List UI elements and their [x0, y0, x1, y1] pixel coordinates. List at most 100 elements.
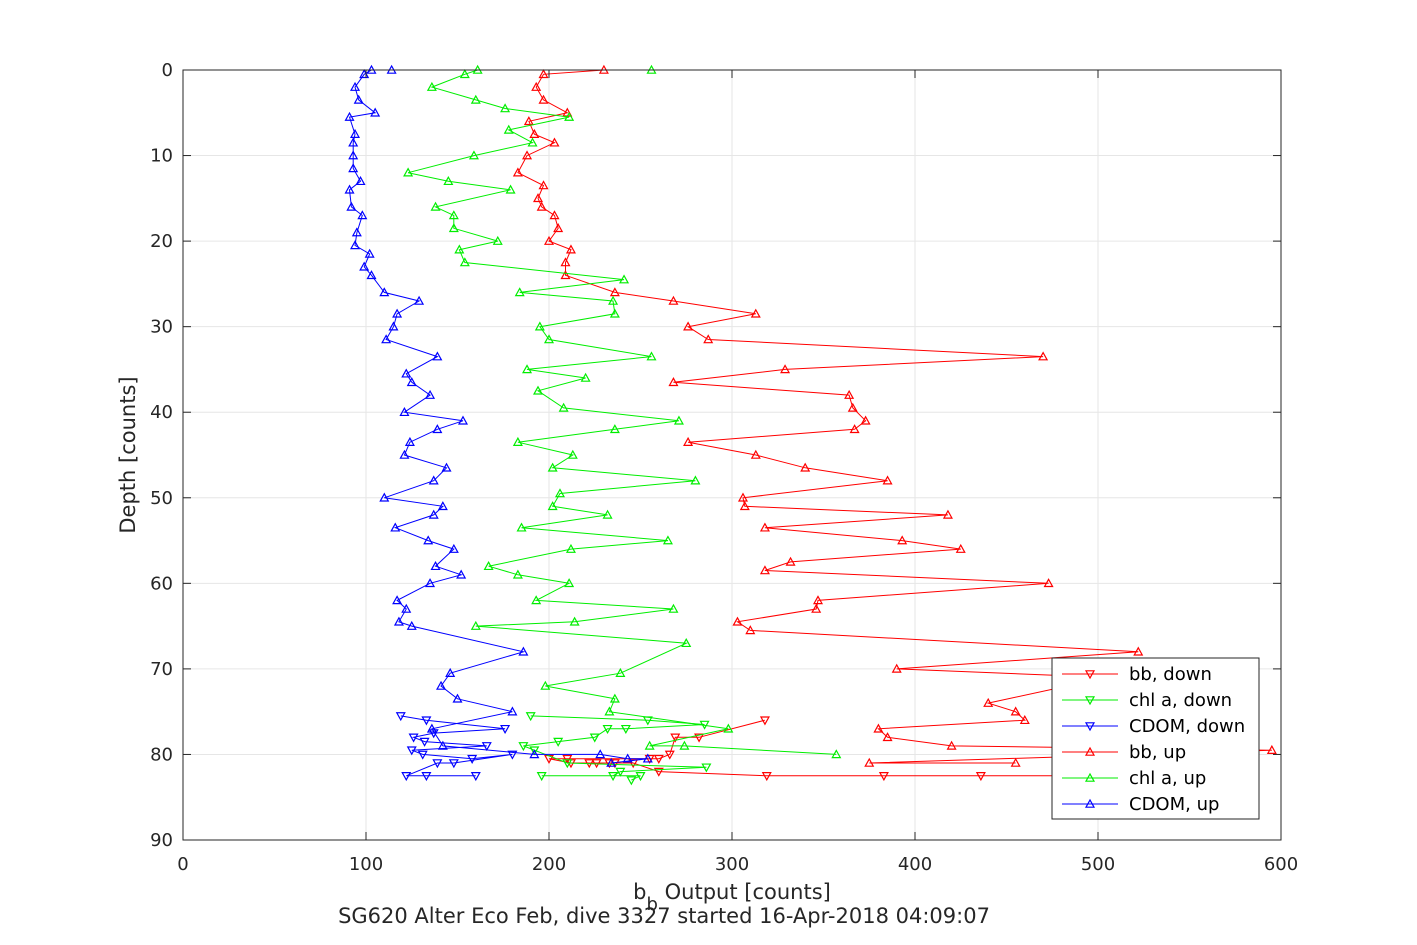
data-point-marker: [750, 308, 761, 318]
data-point-marker: [609, 424, 620, 434]
x-tick-label: 400: [898, 854, 932, 875]
data-point-marker: [549, 210, 560, 220]
series-1: [518, 712, 712, 786]
data-point-marker: [536, 201, 547, 211]
data-point-marker: [565, 244, 576, 254]
data-point-marker: [562, 754, 573, 764]
data-point-marker: [492, 235, 503, 245]
data-point-marker: [560, 257, 571, 267]
data-point-marker: [1010, 757, 1021, 767]
data-point-marker: [554, 488, 565, 498]
data-point-marker: [1019, 714, 1030, 725]
data-point-marker: [348, 163, 359, 173]
data-point-marker: [401, 368, 412, 378]
data-point-marker: [393, 616, 404, 626]
y-tick-label: 30: [150, 317, 173, 338]
data-point-marker: [604, 706, 615, 716]
x-tick-label: 500: [1081, 854, 1115, 875]
data-point-marker: [357, 210, 368, 220]
data-point-marker: [609, 693, 620, 703]
data-point-marker: [538, 180, 549, 190]
data-point-marker: [359, 261, 370, 271]
data-point-marker: [425, 389, 436, 399]
data-point-marker: [750, 449, 761, 459]
data-point-marker: [425, 578, 436, 588]
legend-label: CDOM, up: [1129, 794, 1219, 815]
data-point-marker: [525, 712, 536, 722]
data-point-marker: [529, 749, 540, 759]
data-point-marker: [467, 754, 478, 764]
data-point-marker: [430, 201, 441, 211]
data-point-marker: [646, 351, 657, 361]
y-axis-label: Depth [counts]: [116, 376, 140, 533]
data-point-marker: [626, 776, 637, 786]
data-point-marker: [417, 750, 428, 760]
data-point-marker: [635, 772, 646, 782]
data-point-marker: [512, 167, 523, 177]
data-point-marker: [353, 94, 364, 104]
x-axis-label-rest: Output [counts]: [658, 880, 831, 904]
data-point-marker: [419, 737, 430, 747]
data-point-marker: [602, 724, 613, 735]
data-point-marker: [527, 137, 538, 147]
data-point-marker: [448, 759, 459, 769]
data-point-marker: [609, 308, 620, 318]
data-point-marker: [406, 620, 417, 630]
data-point-marker: [955, 543, 966, 553]
data-point-marker: [549, 137, 560, 147]
legend-marker: [1084, 722, 1096, 732]
series-3: [512, 64, 1277, 767]
data-point-marker: [516, 522, 527, 532]
data-point-marker: [432, 424, 443, 434]
data-point-marker: [366, 270, 377, 280]
legend-label: bb, up: [1129, 742, 1186, 763]
data-point-marker: [1043, 578, 1054, 588]
x-tick-label: 600: [1264, 854, 1298, 875]
data-point-marker: [761, 772, 772, 782]
data-point-marker: [512, 569, 523, 579]
legend-marker: [1084, 772, 1096, 782]
y-tick-label: 50: [150, 488, 173, 509]
data-point-marker: [445, 667, 456, 677]
data-point-marker: [673, 415, 684, 425]
data-point-marker: [690, 475, 701, 485]
data-point-marker: [390, 522, 401, 532]
data-point-marker: [653, 767, 664, 777]
data-point-marker: [864, 757, 875, 767]
tick-labels: 0 100 200 300 400 500 600 0 10 20 30 40 50 60 70 80 90: [150, 60, 1298, 875]
data-point-marker: [897, 535, 908, 545]
data-point-marker: [448, 543, 459, 553]
data-point-marker: [560, 270, 571, 280]
data-point-marker: [399, 406, 410, 417]
data-point-marker: [381, 334, 392, 344]
data-point-marker: [414, 295, 425, 305]
data-point-marker: [873, 723, 884, 733]
data-point-marker: [732, 616, 743, 626]
series-line: [407, 69, 837, 755]
data-point-marker: [428, 729, 439, 739]
data-point-marker: [562, 759, 573, 769]
data-point-marker: [388, 321, 399, 331]
data-point-marker: [800, 462, 811, 472]
data-point-marker: [536, 772, 547, 782]
data-point-marker: [812, 595, 824, 605]
data-point-marker: [668, 295, 679, 305]
legend-box: [1051, 657, 1260, 820]
y-tick-label: 90: [150, 830, 173, 851]
data-point-marker: [523, 116, 534, 126]
data-point-marker: [408, 733, 419, 743]
data-point-marker: [457, 415, 469, 425]
data-point-marker: [619, 274, 630, 284]
legend-label: bb, down: [1129, 664, 1212, 685]
data-point-marker: [452, 693, 463, 703]
data-point-marker: [882, 475, 893, 485]
data-point-marker: [437, 501, 448, 511]
data-point-marker: [780, 364, 791, 374]
data-point-marker: [703, 334, 714, 344]
data-point-marker: [500, 103, 511, 113]
data-point-marker: [609, 287, 620, 297]
data-point-marker: [785, 556, 796, 566]
legend: bb, down chl a, down CDOM, down bb, up chl a…: [1051, 657, 1260, 820]
data-point-marker: [681, 637, 692, 648]
data-point-marker: [670, 733, 681, 743]
